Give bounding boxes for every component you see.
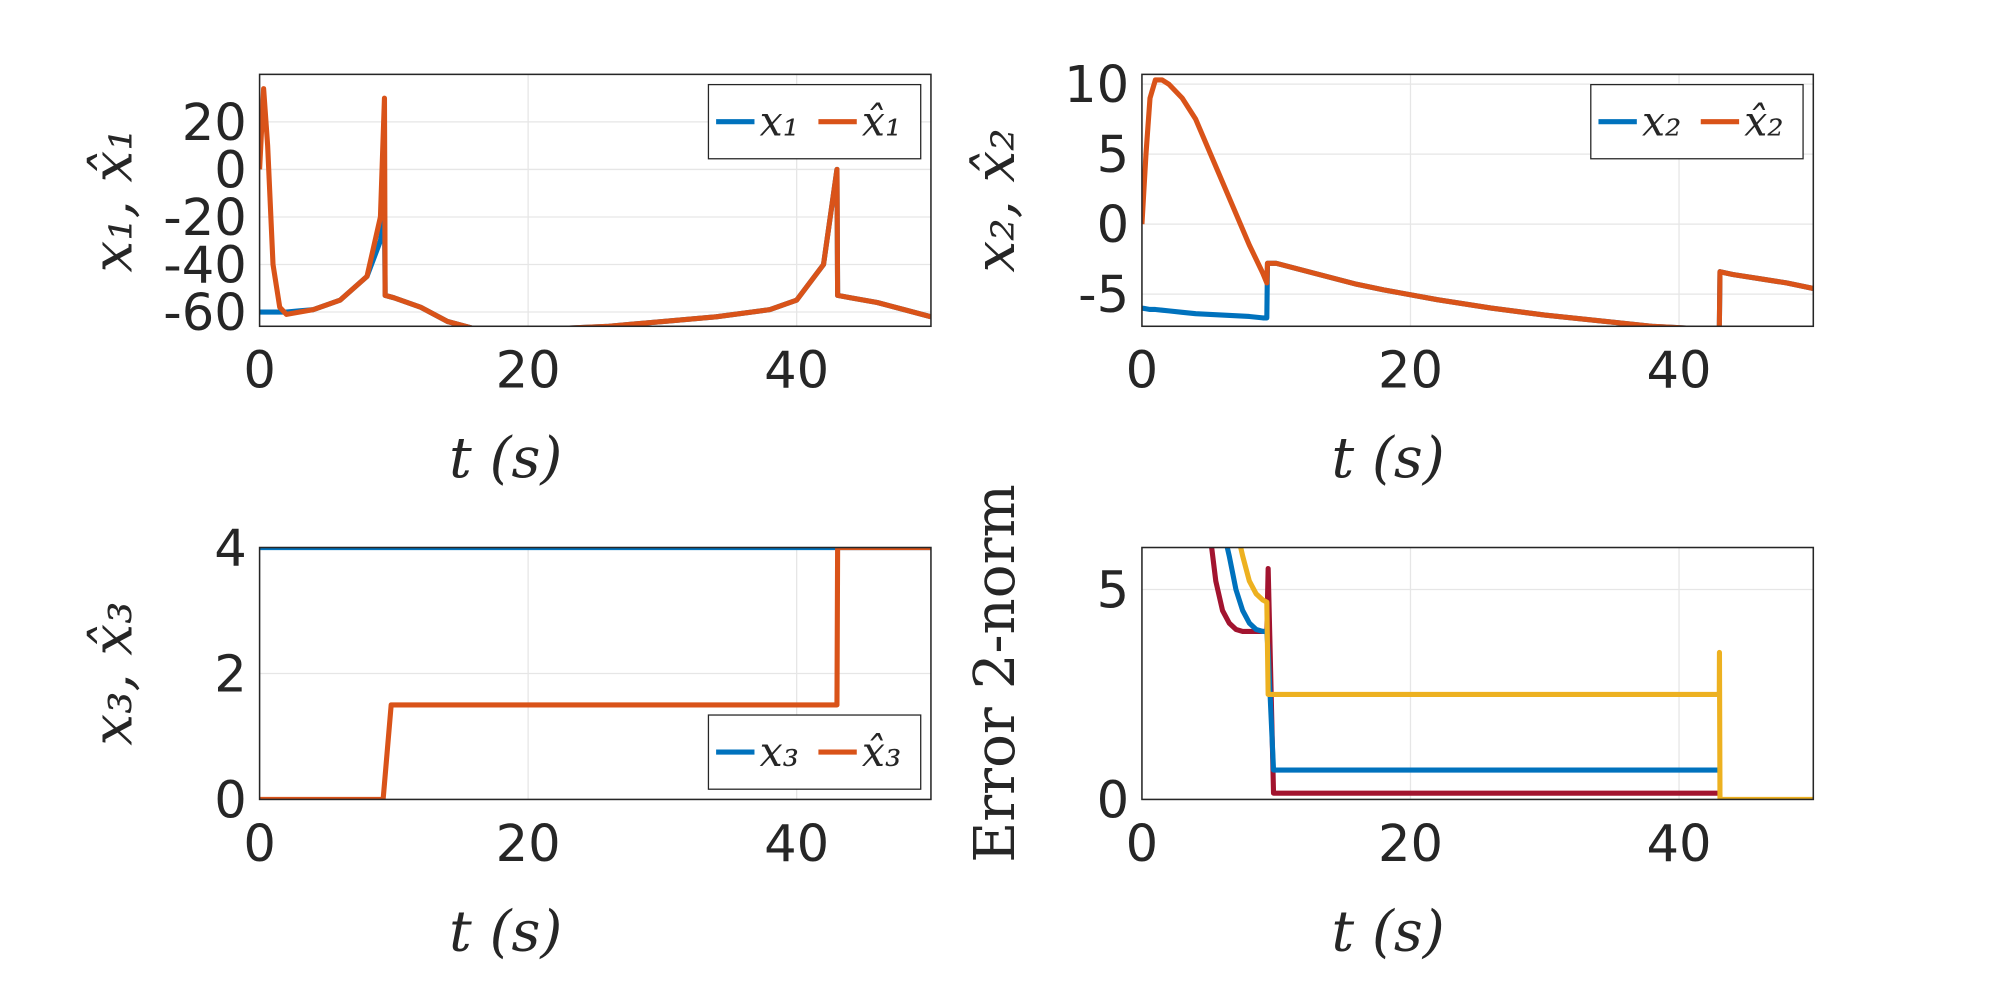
y-tick-label: -60: [163, 284, 247, 343]
y-tick-label: -40: [163, 236, 247, 295]
axes-box: [1141, 546, 1815, 801]
x-tick-label: 20: [496, 342, 561, 401]
y-tick-label: 5: [1097, 126, 1130, 185]
subplot: 0 20 40 -5 0 5 10 t (s) x₂, x̂₂ x₂ x̂₂: [963, 56, 1815, 491]
x-tick-label: 0: [1126, 815, 1159, 874]
x-tick-label: 0: [1126, 342, 1159, 401]
y-tick-label: 0: [1097, 771, 1130, 830]
plot-lines: [259, 86, 931, 327]
legend-box: [1590, 83, 1804, 160]
plot-lines: [1141, 77, 1814, 327]
x-tick-label: 40: [1646, 342, 1711, 401]
data-line: [1238, 547, 1814, 800]
axes-box: [258, 73, 932, 328]
y-tick-label: -5: [1078, 266, 1129, 325]
data-line: [259, 86, 931, 327]
legend-label: x̂₃: [862, 728, 901, 776]
plot-area: [1141, 547, 1814, 800]
legend-label: x₃: [760, 728, 799, 776]
y-tick-label: 0: [214, 771, 247, 830]
subplot: 0 20 40 0 2 4 t (s) x₃, x̂₃ x₃ x̂₃: [81, 519, 932, 964]
axes-box: [1141, 73, 1815, 328]
y-tick-label: 2: [214, 645, 247, 704]
x-tick-label: 0: [243, 342, 276, 401]
plot-lines: [1209, 547, 1814, 800]
y-tick-label: 10: [1064, 56, 1129, 115]
y-axis-label: Error 2-norm: [963, 484, 1028, 863]
y-axis-label: x₂, x̂₂: [963, 128, 1028, 272]
x-tick-label: 20: [1378, 342, 1443, 401]
legend-label: x̂₁: [862, 98, 901, 146]
x-axis-label: t (s): [1331, 426, 1444, 491]
legend-label: x₂: [1642, 98, 1681, 146]
x-axis-label: t (s): [449, 899, 562, 964]
data-line: [1141, 77, 1814, 327]
x-tick-label: 20: [1378, 815, 1443, 874]
x-tick-label: 40: [1646, 815, 1711, 874]
y-tick-label: 0: [1097, 196, 1130, 255]
y-tick-label: 20: [182, 94, 247, 153]
legend-label: x̂₂: [1744, 98, 1783, 146]
x-axis-label: t (s): [1331, 899, 1444, 964]
y-tick-label: -20: [163, 189, 247, 248]
y-axis-label: x₃, x̂₃: [81, 601, 146, 745]
y-tick-label: 5: [1097, 561, 1130, 620]
x-tick-label: 20: [496, 815, 561, 874]
data-line: [1224, 547, 1720, 773]
x-tick-label: 40: [764, 815, 829, 874]
data-line: [259, 547, 931, 800]
y-axis-label: x₁, x̂₁: [81, 128, 146, 272]
subplot: 0 20 40 0 5 t (s) Error 2-norm: [963, 484, 1815, 964]
x-axis-label: t (s): [449, 426, 562, 491]
plot-lines: [259, 547, 931, 800]
axes-box: [258, 546, 932, 801]
x-tick-label: 40: [764, 342, 829, 401]
y-tick-label: 4: [214, 519, 247, 578]
y-tick-label: 0: [214, 141, 247, 200]
legend-label: x₁: [760, 98, 799, 146]
x-tick-label: 0: [243, 815, 276, 874]
